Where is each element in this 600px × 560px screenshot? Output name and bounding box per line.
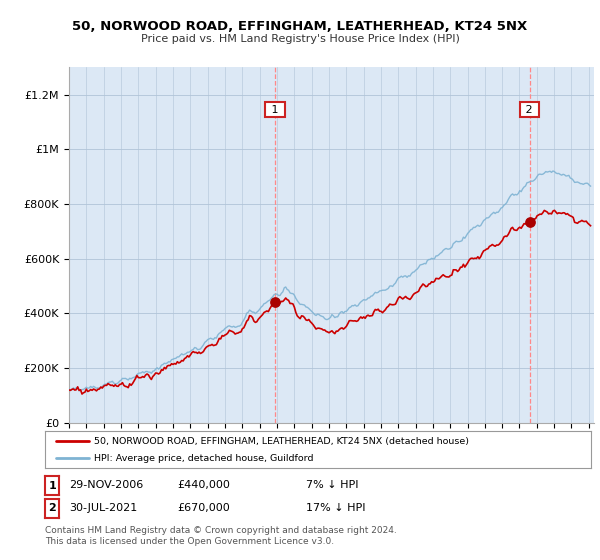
Text: 50, NORWOOD ROAD, EFFINGHAM, LEATHERHEAD, KT24 5NX: 50, NORWOOD ROAD, EFFINGHAM, LEATHERHEAD… [73, 20, 527, 32]
Point [525, 218, 535, 227]
Text: 50, NORWOOD ROAD, EFFINGHAM, LEATHERHEAD, KT24 5NX (detached house): 50, NORWOOD ROAD, EFFINGHAM, LEATHERHEAD… [94, 437, 469, 446]
Text: 2: 2 [49, 503, 56, 514]
Text: Contains HM Land Registry data © Crown copyright and database right 2024.
This d: Contains HM Land Registry data © Crown c… [45, 526, 397, 546]
Text: 17% ↓ HPI: 17% ↓ HPI [306, 503, 365, 513]
Text: 7% ↓ HPI: 7% ↓ HPI [306, 480, 359, 490]
Text: 30-JUL-2021: 30-JUL-2021 [69, 503, 137, 513]
Text: HPI: Average price, detached house, Guildford: HPI: Average price, detached house, Guil… [94, 454, 314, 463]
Text: 29-NOV-2006: 29-NOV-2006 [69, 480, 143, 490]
Text: £440,000: £440,000 [177, 480, 230, 490]
Point [271, 297, 280, 306]
Text: 1: 1 [268, 105, 282, 115]
Text: £670,000: £670,000 [177, 503, 230, 513]
Text: Price paid vs. HM Land Registry's House Price Index (HPI): Price paid vs. HM Land Registry's House … [140, 34, 460, 44]
Text: 1: 1 [49, 480, 56, 491]
Text: 2: 2 [523, 105, 536, 115]
